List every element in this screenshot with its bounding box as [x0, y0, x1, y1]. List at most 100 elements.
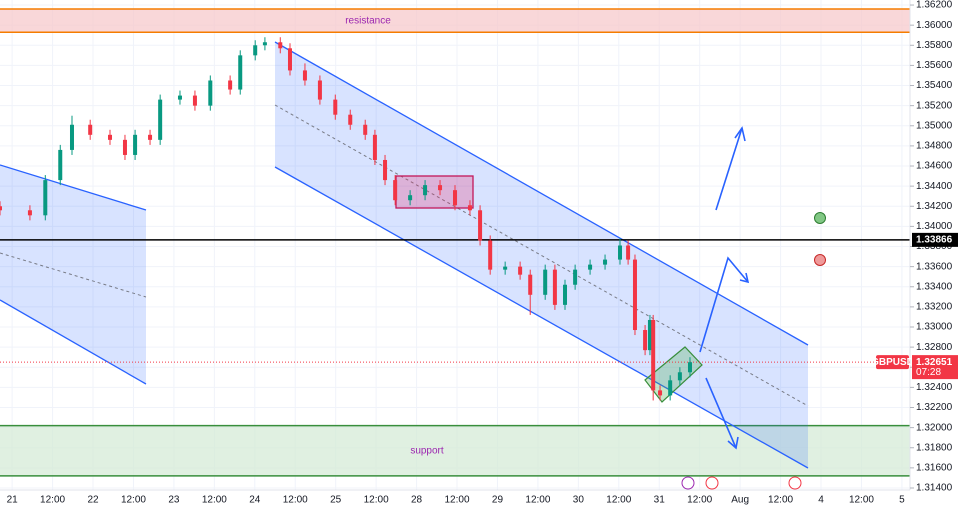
candle-body [253, 45, 258, 56]
x-tick-label: 21 [7, 495, 19, 506]
candle-body [122, 139, 127, 155]
candle-body [408, 195, 413, 201]
channel-mid [274, 104, 809, 407]
candle-body [177, 95, 182, 100]
y-tick-label: 1.31800 [916, 442, 953, 453]
level-tag-label: 1.33866 [916, 235, 953, 246]
candle-body [317, 80, 322, 100]
x-tick-label: 31 [654, 495, 666, 506]
candle-body [632, 259, 637, 331]
candle-body [43, 180, 48, 216]
candle-body [503, 266, 508, 270]
level-tag [912, 232, 958, 247]
candle-body [563, 284, 568, 305]
candle-body [278, 42, 283, 49]
candle-body [88, 124, 93, 135]
y-tick-label: 1.32400 [916, 382, 953, 393]
x-tick-label: 12:00 [121, 495, 146, 506]
candle-body [348, 114, 353, 125]
x-tick-label: 12:00 [202, 495, 227, 506]
candle-body [133, 134, 138, 155]
arrow [699, 256, 749, 353]
x-tick-label: 22 [87, 495, 99, 506]
candle-body [438, 185, 443, 191]
candle-body [27, 210, 32, 216]
x-tick-label: 12:00 [687, 495, 712, 506]
candle-body [0, 206, 2, 211]
y-tick-label: 1.35600 [916, 60, 953, 71]
x-tick-label: 23 [168, 495, 180, 506]
candle-body [58, 149, 63, 181]
candle-body [262, 42, 267, 46]
x-tick-label: 12:00 [606, 495, 631, 506]
y-tick-label: 1.35400 [916, 80, 953, 91]
candle-body [552, 269, 557, 305]
zones: resistance support [0, 8, 910, 477]
flag-box [644, 346, 703, 403]
channel-line [274, 41, 809, 346]
candle-body [372, 134, 377, 160]
y-tick-label: 1.36000 [916, 20, 953, 31]
candle-body [453, 190, 457, 206]
candle-body [302, 70, 307, 81]
price-tag-label: 1.32651 [916, 357, 953, 368]
x-tick-label: 5 [899, 495, 905, 506]
y-tick-label: 1.36200 [916, 0, 953, 11]
arrows [699, 126, 750, 450]
candle-body [677, 372, 682, 381]
candle-body [158, 99, 163, 140]
x-tick-label: 24 [249, 495, 261, 506]
x-tick-label: 25 [330, 495, 342, 506]
symbol-tag [876, 355, 909, 370]
x-tick-label: 12:00 [364, 495, 389, 506]
candle-body [518, 266, 523, 275]
event-icon [681, 476, 695, 490]
candle-body [393, 180, 398, 201]
candle-body [658, 390, 663, 396]
event-icon [705, 476, 719, 490]
range-box [395, 175, 474, 209]
candle-body [626, 245, 631, 260]
candle-body [668, 380, 673, 396]
y-tick-label: 1.34800 [916, 141, 953, 152]
candle-body [467, 205, 472, 211]
zone-label: resistance [345, 15, 391, 26]
zone [0, 425, 910, 476]
candle-body [238, 55, 243, 90]
candle-body [687, 362, 692, 373]
y-tick-label: 1.35200 [916, 100, 953, 111]
channel-line [0, 164, 147, 211]
signal-dot [814, 212, 826, 224]
grid [0, 0, 910, 490]
y-tick-label: 1.34200 [916, 201, 953, 212]
candle-body [69, 124, 74, 150]
y-tick-label: 1.33000 [916, 322, 953, 333]
zone-label: support [410, 445, 444, 456]
zone [0, 9, 910, 33]
x-tick-label: 12:00 [525, 495, 550, 506]
y-tick-label: 1.33600 [916, 261, 953, 272]
candle-body [423, 185, 428, 196]
channel-line [274, 166, 809, 469]
y-tick-label: 1.31600 [916, 463, 953, 474]
x-tick-label: 29 [492, 495, 504, 506]
candle-body [543, 269, 548, 295]
y-tick-label: 1.35000 [916, 120, 953, 131]
channel-line [0, 299, 147, 385]
candle-body [603, 259, 608, 265]
candle-body [643, 330, 648, 351]
candle-body [108, 134, 113, 140]
event-icon [788, 476, 802, 490]
candle-body [573, 269, 578, 285]
candle-body [478, 210, 483, 241]
x-tick-label: 4 [818, 495, 824, 506]
channel-mid [0, 252, 147, 298]
main-channel [275, 42, 808, 468]
countdown-label: 07:28 [916, 367, 941, 378]
candle-body [618, 245, 623, 260]
y-tick-label: 1.35800 [916, 40, 953, 51]
y-tick-label: 1.34000 [916, 221, 953, 232]
candle-body [333, 99, 338, 115]
